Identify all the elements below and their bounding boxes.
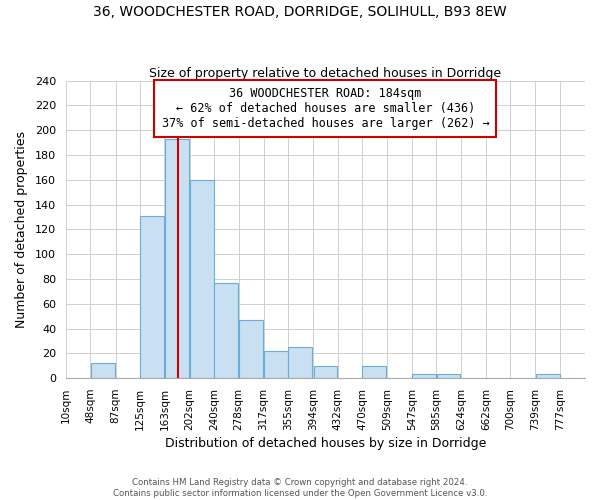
Bar [140, 216, 164, 378]
Bar [91, 364, 115, 378]
Text: Contains HM Land Registry data © Crown copyright and database right 2024.
Contai: Contains HM Land Registry data © Crown c… [113, 478, 487, 498]
Y-axis label: Number of detached properties: Number of detached properties [15, 131, 28, 328]
Title: Size of property relative to detached houses in Dorridge: Size of property relative to detached ho… [149, 66, 502, 80]
Bar [289, 347, 312, 378]
Bar [536, 374, 560, 378]
Bar [412, 374, 436, 378]
Bar [314, 366, 337, 378]
Bar [165, 139, 188, 378]
Bar [214, 282, 238, 378]
Text: 36, WOODCHESTER ROAD, DORRIDGE, SOLIHULL, B93 8EW: 36, WOODCHESTER ROAD, DORRIDGE, SOLIHULL… [93, 5, 507, 19]
Bar [264, 351, 288, 378]
X-axis label: Distribution of detached houses by size in Dorridge: Distribution of detached houses by size … [165, 437, 486, 450]
Bar [362, 366, 386, 378]
Bar [190, 180, 214, 378]
Text: 36 WOODCHESTER ROAD: 184sqm
← 62% of detached houses are smaller (436)
37% of se: 36 WOODCHESTER ROAD: 184sqm ← 62% of det… [161, 86, 490, 130]
Bar [239, 320, 263, 378]
Bar [437, 374, 460, 378]
